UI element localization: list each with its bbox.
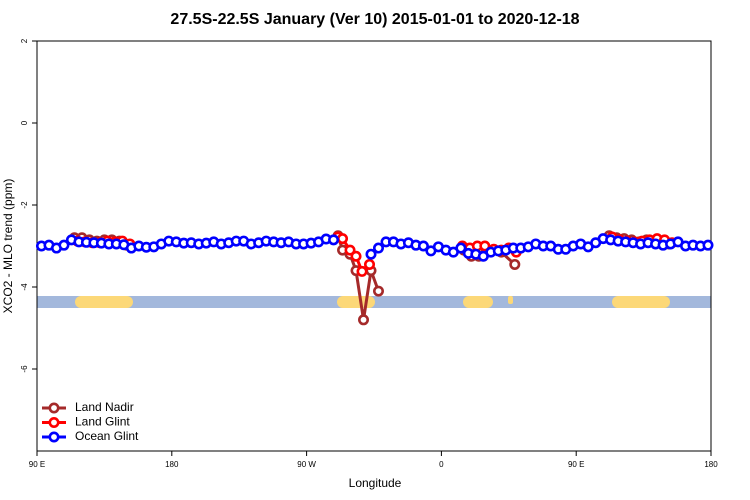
y-tick-label: -6 [20, 365, 29, 373]
chart-title: 27.5S-22.5S January (Ver 10) 2015-01-01 … [170, 11, 579, 28]
data-point [344, 244, 356, 256]
data-point [417, 240, 429, 252]
y-tick-label: -2 [20, 201, 29, 209]
data-point [356, 265, 368, 277]
data-point [372, 242, 384, 254]
land-patch [337, 296, 375, 308]
land-patch [508, 296, 513, 304]
legend-marker [48, 416, 60, 428]
data-point [365, 248, 377, 260]
land-patch [75, 296, 133, 308]
data-point [364, 258, 376, 270]
y-axis-title: XCO2 - MLO trend (ppm) [1, 179, 15, 314]
data-point [58, 239, 70, 251]
data-point [328, 234, 340, 246]
x-tick-label: 90 W [297, 460, 316, 469]
legend-marker [48, 402, 60, 414]
x-tick-label: 180 [704, 460, 718, 469]
land-patch [463, 296, 493, 308]
data-point [358, 314, 370, 326]
x-axis-title: Longitude [349, 476, 402, 490]
land-patch [612, 296, 670, 308]
surface-band [37, 296, 711, 308]
x-tick-label: 180 [165, 460, 179, 469]
data-point [337, 233, 349, 245]
x-tick-label: 90 E [29, 460, 45, 469]
data-point [509, 258, 521, 270]
data-point [350, 250, 362, 262]
x-tick-label: 90 E [568, 460, 584, 469]
data-point [479, 240, 491, 252]
legend-label: Land Glint [75, 415, 130, 429]
y-tick-label: 0 [20, 120, 29, 125]
y-tick-label: 2 [20, 38, 29, 43]
data-point [372, 285, 384, 297]
legend-label: Ocean Glint [75, 429, 139, 443]
y-tick-label: -4 [20, 283, 29, 291]
data-point [455, 242, 467, 254]
legend-marker [48, 431, 60, 443]
legend-label: Land Nadir [75, 400, 134, 414]
data-point [702, 239, 714, 251]
x-tick-label: 0 [439, 460, 444, 469]
